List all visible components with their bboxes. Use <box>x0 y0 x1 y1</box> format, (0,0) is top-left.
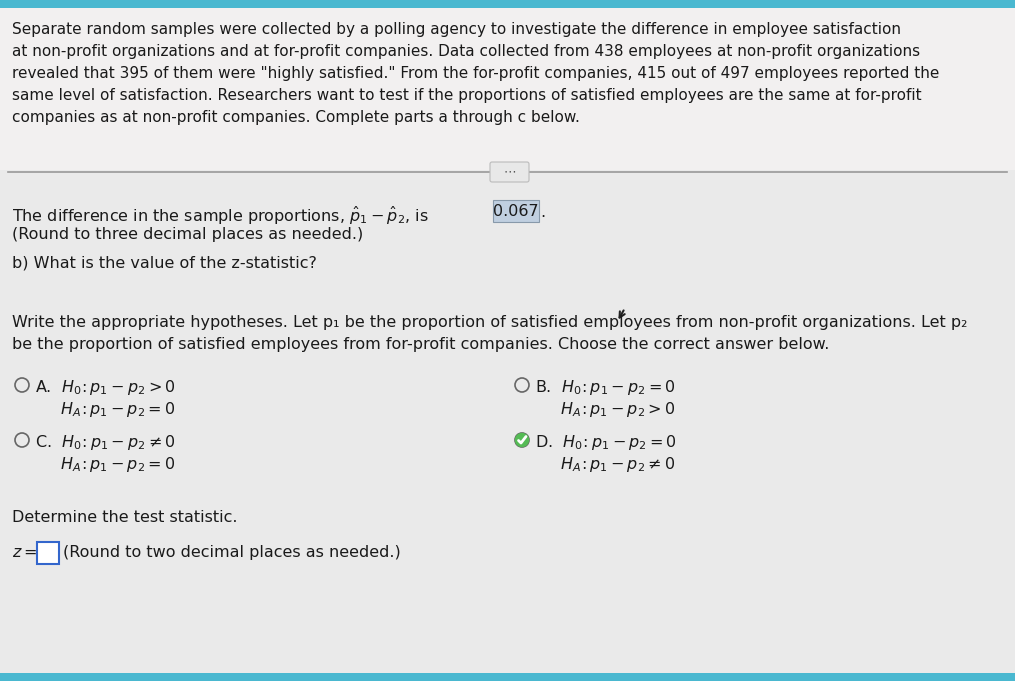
Text: $z =$: $z =$ <box>12 545 38 560</box>
FancyBboxPatch shape <box>0 0 1015 8</box>
FancyBboxPatch shape <box>493 200 539 222</box>
Text: B.  $H_0\!: p_1 - p_2 = 0$: B. $H_0\!: p_1 - p_2 = 0$ <box>535 378 676 397</box>
Text: revealed that 395 of them were "highly satisfied." From the for-profit companies: revealed that 395 of them were "highly s… <box>12 66 939 81</box>
Text: A.  $H_0\!: p_1 - p_2 > 0$: A. $H_0\!: p_1 - p_2 > 0$ <box>35 378 176 397</box>
Text: b) What is the value of the z-statistic?: b) What is the value of the z-statistic? <box>12 255 317 270</box>
Text: .: . <box>540 205 545 220</box>
FancyBboxPatch shape <box>0 8 1015 170</box>
Text: D.  $H_0\!: p_1 - p_2 = 0$: D. $H_0\!: p_1 - p_2 = 0$ <box>535 433 677 452</box>
FancyBboxPatch shape <box>0 170 1015 673</box>
Text: $H_A\!: p_1 - p_2 > 0$: $H_A\!: p_1 - p_2 > 0$ <box>535 400 675 419</box>
Text: 0.067: 0.067 <box>493 204 539 219</box>
Text: be the proportion of satisfied employees from for-profit companies. Choose the c: be the proportion of satisfied employees… <box>12 337 829 352</box>
Text: companies as at non-profit companies. Complete parts a through c below.: companies as at non-profit companies. Co… <box>12 110 580 125</box>
FancyBboxPatch shape <box>0 673 1015 681</box>
FancyBboxPatch shape <box>490 162 529 182</box>
Text: The difference in the sample proportions, $\hat{p}_1 - \hat{p}_2$, is: The difference in the sample proportions… <box>12 205 429 227</box>
Text: Separate random samples were collected by a polling agency to investigate the di: Separate random samples were collected b… <box>12 22 901 37</box>
Text: same level of satisfaction. Researchers want to test if the proportions of satis: same level of satisfaction. Researchers … <box>12 88 922 103</box>
Text: (Round to three decimal places as needed.): (Round to three decimal places as needed… <box>12 227 363 242</box>
Circle shape <box>516 434 529 447</box>
Text: $H_A\!: p_1 - p_2 \neq 0$: $H_A\!: p_1 - p_2 \neq 0$ <box>535 455 675 474</box>
Text: $H_A\!: p_1 - p_2 = 0$: $H_A\!: p_1 - p_2 = 0$ <box>35 400 176 419</box>
Text: $H_A\!: p_1 - p_2 = 0$: $H_A\!: p_1 - p_2 = 0$ <box>35 455 176 474</box>
FancyBboxPatch shape <box>37 542 59 564</box>
Text: Determine the test statistic.: Determine the test statistic. <box>12 510 238 525</box>
Text: Write the appropriate hypotheses. Let p₁ be the proportion of satisfied employee: Write the appropriate hypotheses. Let p₁… <box>12 315 967 330</box>
Text: ⋯: ⋯ <box>503 165 516 178</box>
Text: (Round to two decimal places as needed.): (Round to two decimal places as needed.) <box>63 545 401 560</box>
Text: at non-profit organizations and at for-profit companies. Data collected from 438: at non-profit organizations and at for-p… <box>12 44 921 59</box>
Text: C.  $H_0\!: p_1 - p_2 \neq 0$: C. $H_0\!: p_1 - p_2 \neq 0$ <box>35 433 176 452</box>
